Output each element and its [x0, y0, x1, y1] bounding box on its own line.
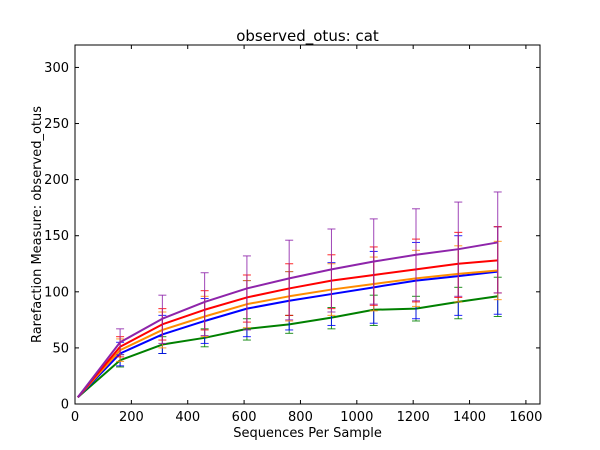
y-tick-label: 200 — [44, 173, 69, 188]
series-layer — [77, 191, 502, 399]
x-tick-label: 1200 — [397, 410, 430, 425]
x-tick-label: 600 — [232, 410, 257, 425]
series-line — [77, 295, 498, 399]
x-tick-label: 1400 — [453, 410, 486, 425]
series-5 — [77, 191, 502, 398]
x-tick-label: 1000 — [340, 410, 373, 425]
chart-title: observed_otus: cat — [236, 27, 379, 46]
series-3 — [77, 240, 502, 398]
x-axis-label: Sequences Per Sample — [233, 426, 382, 441]
y-tick-label: 100 — [44, 285, 69, 300]
y-axis-label: Rarefaction Measure: observed_otus — [30, 106, 45, 343]
x-tick-label: 1600 — [509, 410, 542, 425]
plot-frame — [74, 44, 541, 405]
x-tick-label: 400 — [175, 410, 200, 425]
x-tick-label: 800 — [288, 410, 313, 425]
y-tick-label: 250 — [44, 117, 69, 132]
series-line — [77, 270, 498, 398]
series-line — [77, 241, 498, 398]
y-tick-label: 0 — [61, 398, 69, 413]
series-line — [77, 259, 498, 398]
y-tick-label: 300 — [44, 61, 69, 76]
y-tick-label: 50 — [52, 341, 69, 356]
x-tick-label: 200 — [119, 410, 144, 425]
y-tick-label: 150 — [44, 229, 69, 244]
ticks-layer: 0 200 400 600 800 1000 1200 1400 1600 0 50 100 150 20… — [44, 45, 542, 425]
x-tick-label: 0 — [71, 410, 79, 425]
